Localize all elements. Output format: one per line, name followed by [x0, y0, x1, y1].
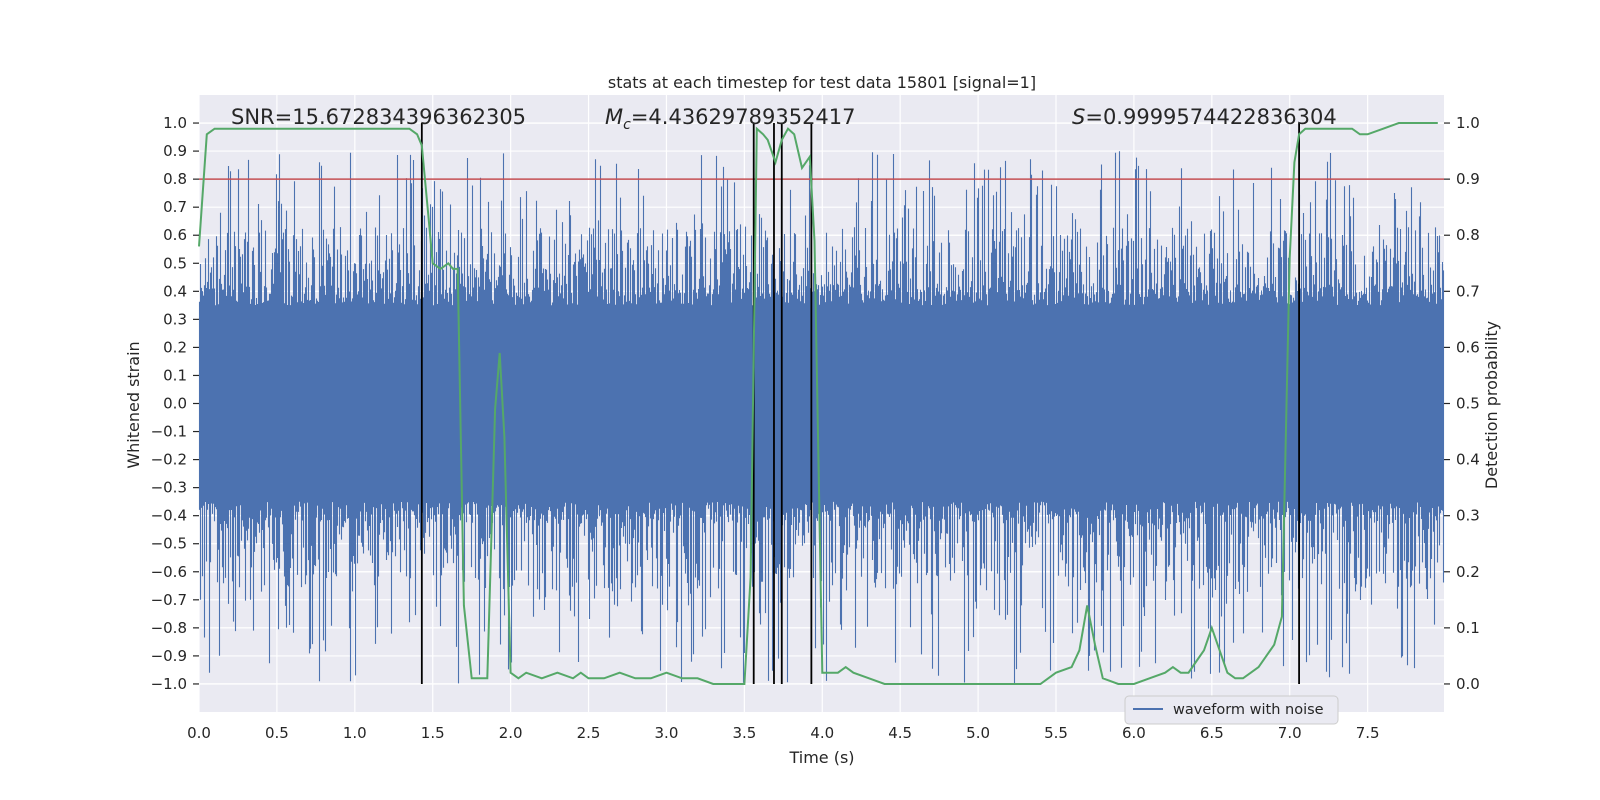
y-right-tick-label: 1.0: [1456, 114, 1480, 132]
y-right-tick-label: 0.5: [1456, 395, 1480, 413]
y-tick-label: 0.1: [163, 366, 187, 384]
x-tick-label: 6.0: [1122, 724, 1146, 742]
s-annotation: S=0.9999574422836304: [1072, 105, 1337, 129]
x-tick-label: 7.5: [1356, 724, 1380, 742]
legend: waveform with noise: [1124, 695, 1339, 725]
y-tick-label: 0.3: [163, 310, 187, 328]
y-right-tick-label: 0.3: [1456, 507, 1480, 525]
s-symbol: S: [1072, 105, 1085, 129]
y-tick-label: 0.9: [163, 142, 187, 160]
legend-label: waveform with noise: [1173, 702, 1324, 718]
x-tick-label: 1.5: [421, 724, 445, 742]
y-right-axis-ticks: 1.0 0.9 0.8 0.7 0.6 0.5 0.4 0.3 0.2 0.1 0.0: [1444, 114, 1480, 693]
mc-subscript: c: [623, 117, 631, 133]
x-tick-label: 7.0: [1278, 724, 1302, 742]
y-tick-label: −0.4: [151, 507, 187, 525]
chart-title: stats at each timestep for test data 158…: [608, 73, 1036, 92]
x-tick-label: 0.0: [187, 724, 211, 742]
x-axis-label: Time (s): [788, 748, 854, 767]
y-right-tick-label: 0.2: [1456, 563, 1480, 581]
y-right-tick-label: 0.9: [1456, 170, 1480, 188]
x-tick-label: 6.5: [1200, 724, 1224, 742]
y-tick-label: 0.6: [163, 226, 187, 244]
y-tick-label: 0.8: [163, 170, 187, 188]
x-tick-label: 3.0: [655, 724, 679, 742]
probability-series: [198, 122, 1438, 685]
y-right-tick-label: 0.4: [1456, 451, 1480, 469]
mc-value: =4.43629789352417: [631, 105, 856, 129]
s-value: =0.9999574422836304: [1085, 105, 1336, 129]
x-tick-label: 4.5: [888, 724, 912, 742]
x-axis-ticks: 0.0 0.5 1.0 1.5 2.0 2.5 3.0 3.5 4.0 4.5 5.0 5.5 6.0 6…: [187, 724, 1380, 742]
y-tick-label: −0.2: [151, 451, 187, 469]
x-tick-label: 2.5: [577, 724, 601, 742]
y-tick-label: 0.2: [163, 338, 187, 356]
mc-annotation: Mc=4.43629789352417: [605, 105, 856, 133]
x-tick-label: 4.0: [810, 724, 834, 742]
y-tick-label: −0.9: [151, 647, 187, 665]
x-tick-label: 5.5: [1044, 724, 1068, 742]
y-tick-label: −0.8: [151, 619, 187, 637]
mc-symbol: M: [605, 105, 623, 129]
y-right-tick-label: 0.1: [1456, 619, 1480, 637]
y-axis-ticks: 1.0 0.9 0.8 0.7 0.6 0.5 0.4 0.3 0.2 0.1 0.0 −0.1 −0.…: [151, 114, 199, 693]
y-tick-label: 0.4: [163, 282, 187, 300]
legend-box: [1124, 695, 1339, 725]
x-tick-label: 3.5: [732, 724, 756, 742]
x-tick-label: 5.0: [966, 724, 990, 742]
y-axis-label: Whitened strain: [124, 341, 143, 468]
y-tick-label: −0.3: [151, 479, 187, 497]
probability-line: [198, 122, 1438, 685]
y-tick-label: 0.5: [163, 254, 187, 272]
x-tick-label: 0.5: [265, 724, 289, 742]
x-tick-label: 2.0: [499, 724, 523, 742]
y-tick-label: 0.0: [163, 395, 187, 413]
y-tick-label: −1.0: [151, 675, 187, 693]
y-tick-label: −0.5: [151, 535, 187, 553]
y-right-tick-label: 0.0: [1456, 675, 1480, 693]
y-tick-label: 1.0: [163, 114, 187, 132]
y-tick-label: 0.7: [163, 198, 187, 216]
y-right-axis-label: Detection probability: [1482, 321, 1501, 489]
y-right-tick-label: 0.7: [1456, 282, 1480, 300]
snr-annotation: SNR=15.672834396362305: [231, 105, 526, 129]
y-right-tick-label: 0.6: [1456, 338, 1480, 356]
y-tick-label: −0.1: [151, 423, 187, 441]
y-right-tick-label: 0.8: [1456, 226, 1480, 244]
x-tick-label: 1.0: [343, 724, 367, 742]
y-tick-label: −0.7: [151, 591, 187, 609]
y-tick-label: −0.6: [151, 563, 187, 581]
